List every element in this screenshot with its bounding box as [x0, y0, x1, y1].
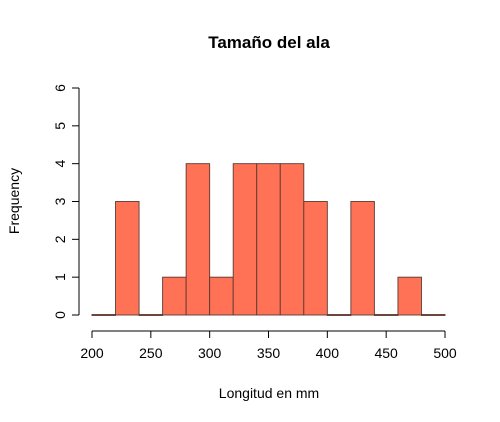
y-tick-label-5: 5: [52, 122, 68, 130]
x-tick-label-200: 200: [80, 345, 104, 361]
x-tick-label-250: 250: [139, 345, 163, 361]
x-axis: 200 250 300 350 400 450 500: [80, 330, 457, 361]
bar-280-300: [185, 163, 211, 316]
bar-260-280: [162, 276, 187, 316]
y-tick-label-1: 1: [52, 273, 68, 281]
y-tick-label-4: 4: [52, 160, 68, 168]
y-tick-label-2: 2: [52, 235, 68, 243]
bars-group: [91, 163, 446, 316]
bar-440-460: [373, 314, 399, 316]
y-axis: 0 1 2 3 4 5 6: [52, 84, 80, 319]
x-axis-label: Longitud en mm: [219, 385, 319, 401]
x-tick-label-450: 450: [374, 345, 398, 361]
bar-220-240: [115, 201, 140, 316]
y-tick-label-0: 0: [52, 311, 68, 319]
chart-title: Tamaño del ala: [208, 33, 330, 52]
bar-360-380: [279, 163, 305, 316]
bar-380-400: [303, 201, 328, 316]
x-tick-label-400: 400: [316, 345, 340, 361]
bar-400-420: [326, 314, 352, 316]
bar-240-260: [138, 314, 164, 316]
bar-420-440: [350, 201, 375, 316]
y-axis-label: Frequency: [6, 168, 22, 234]
x-tick-label-300: 300: [198, 345, 222, 361]
x-tick-label-500: 500: [433, 345, 457, 361]
bar-340-360: [256, 163, 281, 316]
y-tick-label-3: 3: [52, 197, 68, 205]
bar-320-340: [232, 163, 258, 316]
bar-200-220: [91, 314, 116, 316]
bar-300-320: [209, 276, 234, 316]
bar-480-500: [421, 314, 446, 316]
y-tick-label-6: 6: [52, 84, 68, 92]
bar-460-480: [397, 276, 422, 316]
x-tick-label-350: 350: [257, 345, 281, 361]
